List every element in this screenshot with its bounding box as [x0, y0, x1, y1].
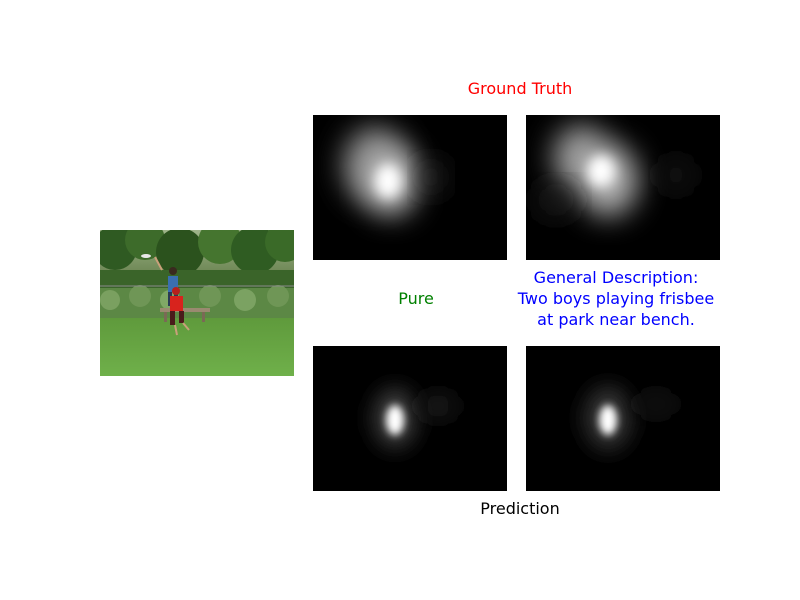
general-description-label: General Description: Two boys playing fr…: [517, 268, 715, 329]
ground-truth-general-heatmap: [526, 115, 720, 260]
pure-row-label: Pure: [398, 289, 434, 308]
ground-truth-pure-heatmap: [313, 115, 507, 260]
prediction-title: Prediction: [480, 499, 560, 518]
ground-truth-title: Ground Truth: [467, 79, 573, 98]
input-photo: [100, 230, 294, 376]
prediction-pure-heatmap: [313, 346, 507, 491]
prediction-general-heatmap: [526, 346, 720, 491]
